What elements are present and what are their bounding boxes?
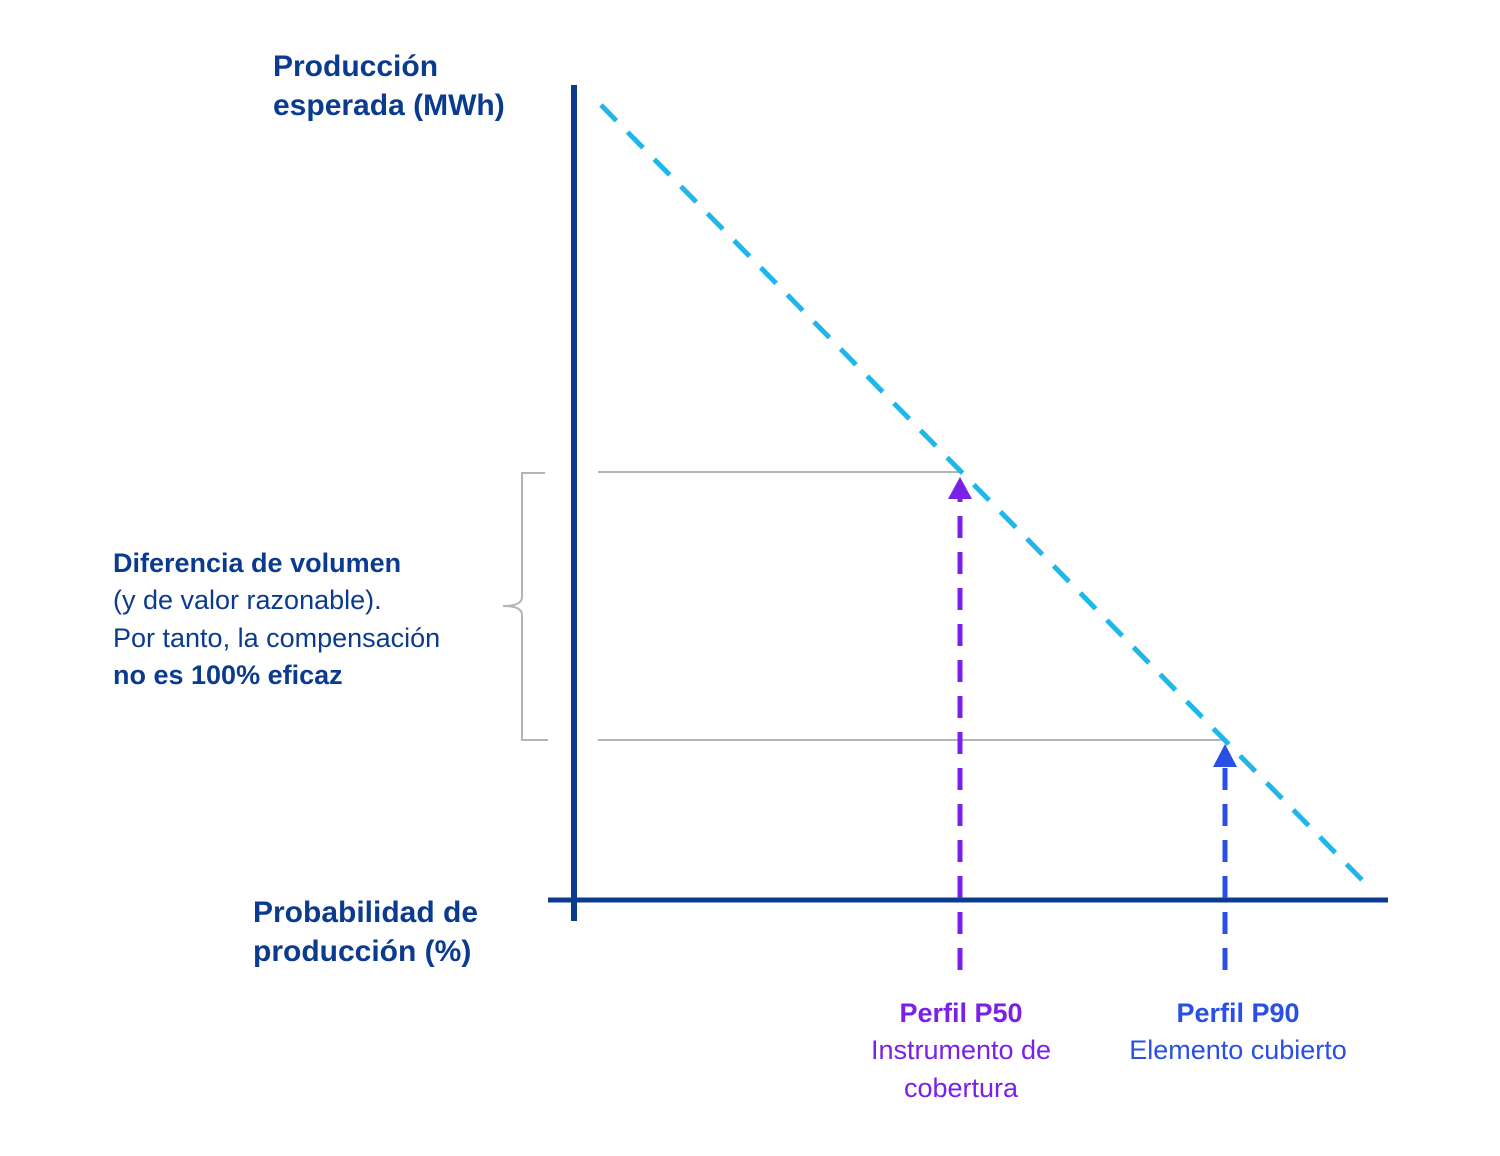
p50-arrowhead	[948, 477, 972, 499]
profile-p90-name: Perfil P90	[1176, 998, 1300, 1028]
x-axis-title: Probabilidad de producción (%)	[253, 893, 478, 971]
volume-difference-note: Diferencia de volumen (y de valor razona…	[113, 545, 440, 694]
y-axis-title-line2: esperada (MWh)	[273, 89, 505, 122]
profile-p50-label: Perfil P50 Instrumento de cobertura	[840, 995, 1082, 1107]
profile-p50-desc-line2: cobertura	[903, 1072, 1019, 1103]
volume-difference-brace	[502, 472, 548, 741]
profile-p90-desc-line1: Elemento cubierto	[1129, 1035, 1347, 1066]
expected-production-line	[599, 103, 1368, 886]
p90-arrowhead	[1213, 744, 1237, 767]
note-line-1: Diferencia de volumen	[113, 548, 402, 578]
y-axis-title-line1: Producción	[273, 50, 439, 83]
y-axis-title: Producción esperada (MWh)	[273, 47, 505, 125]
profile-p50-name: Perfil P50	[899, 998, 1023, 1028]
note-line-4: no es 100% eficaz	[113, 659, 343, 690]
x-axis-title-line1: Probabilidad de	[253, 896, 479, 929]
x-axis-title-line2: producción (%)	[253, 935, 472, 968]
note-line-2: (y de valor razonable).	[113, 585, 382, 616]
profile-p50-desc-line1: Instrumento de	[870, 1035, 1052, 1066]
profile-p90-label: Perfil P90 Elemento cubierto	[1100, 995, 1376, 1070]
note-line-3: Por tanto, la compensación	[113, 622, 441, 653]
